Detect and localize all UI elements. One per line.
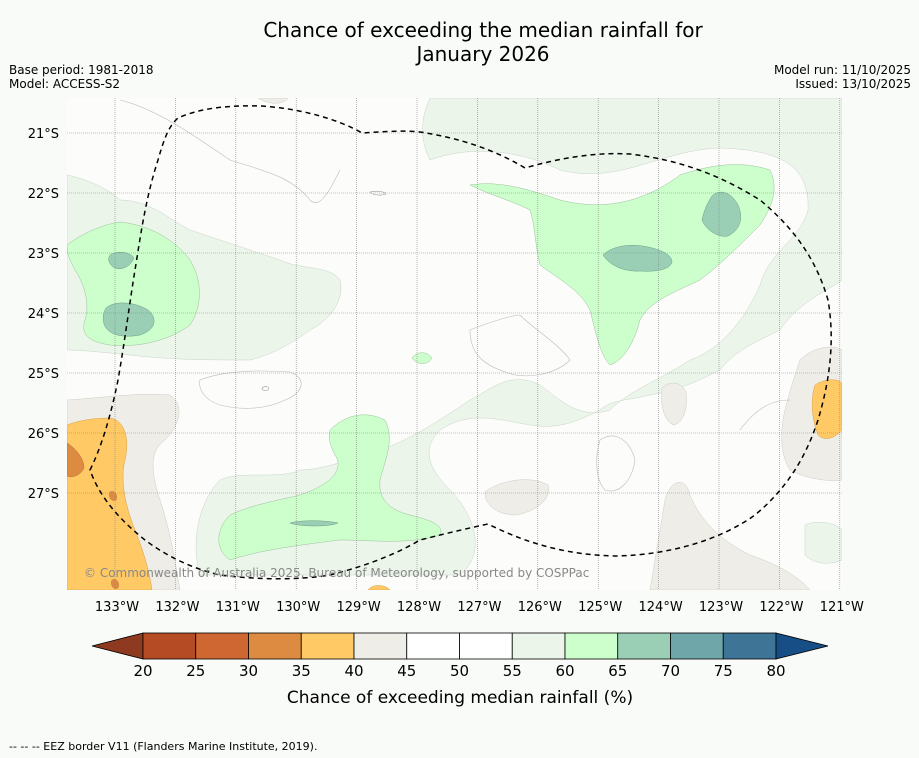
footer-note: -- -- -- EEZ border V11 (Flanders Marine…	[9, 740, 318, 753]
colorbar-swatch	[406, 632, 460, 660]
gridlines	[67, 98, 842, 590]
lat-label: 23°S	[28, 247, 59, 262]
map-plot-area: © Commonwealth of Australia 2025, Bureau…	[67, 98, 842, 590]
colorbar-over-arrow	[775, 632, 829, 660]
colorbar-swatch	[564, 632, 619, 660]
contour-line-g	[261, 386, 269, 391]
contour-line-c	[596, 435, 636, 492]
lon-label: 126°W	[518, 600, 562, 615]
lat-label: 26°S	[28, 427, 59, 442]
contour-40-45-small	[661, 382, 687, 426]
colorbar-swatch	[511, 632, 566, 660]
lat-label: 25°S	[28, 367, 59, 382]
contour-35-40-southwest	[67, 417, 153, 590]
lon-label: 124°W	[639, 600, 683, 615]
contour-65-70-b	[701, 191, 741, 237]
colorbar-swatch	[142, 632, 197, 660]
lon-label: 122°W	[759, 600, 803, 615]
lon-label: 130°W	[276, 600, 320, 615]
lon-label: 133°W	[95, 600, 139, 615]
colorbar-tick-label: 65	[608, 662, 627, 680]
contour-65-70-d	[102, 302, 155, 337]
colorbar-swatch	[722, 632, 777, 660]
lon-label: 128°W	[397, 600, 441, 615]
contour-line-a	[469, 314, 571, 377]
lon-label: 125°W	[578, 600, 622, 615]
meta-left: Base period: 1981-2018 Model: ACCESS-S2	[9, 63, 154, 91]
contour-35-40-east	[811, 379, 842, 439]
model-text: Model: ACCESS-S2	[9, 77, 121, 91]
lat-label: 27°S	[28, 487, 59, 502]
contour-line-b	[199, 370, 302, 409]
colorbar-tick-label: 55	[503, 662, 522, 680]
colorbar-tick-label: 30	[239, 662, 258, 680]
colorbar-swatch	[617, 632, 671, 660]
contour-35-40-south	[367, 585, 391, 590]
model-run-text: Model run: 11/10/2025	[773, 63, 911, 77]
issued-text: Issued: 13/10/2025	[795, 77, 911, 91]
copyright-text: © Commonwealth of Australia 2025, Bureau…	[84, 566, 589, 580]
contour-line-e	[739, 399, 791, 431]
map-title: Chance of exceeding the median rainfall …	[0, 18, 919, 66]
colorbar-tick-label: 20	[133, 662, 152, 680]
meta-right: Model run: 11/10/2025 Issued: 13/10/2025	[774, 63, 911, 91]
base-period-text: Base period: 1981-2018	[9, 63, 154, 77]
contour-line-d	[119, 99, 341, 203]
colorbar-swatch	[195, 632, 249, 660]
colorbar-swatch	[248, 632, 302, 660]
lon-label: 129°W	[337, 600, 381, 615]
colorbar-swatch	[459, 632, 513, 660]
colorbar-tick-label: 25	[186, 662, 205, 680]
colorbar-tick-label: 40	[344, 662, 363, 680]
contour-55-60-southeast	[804, 522, 842, 564]
colorbar-tick-label: 60	[555, 662, 574, 680]
lat-label: 21°S	[28, 127, 59, 142]
colorbar-tick-label: 70	[661, 662, 680, 680]
lon-label: 121°W	[820, 600, 864, 615]
colorbar-tick-label: 50	[450, 662, 469, 680]
latitude-labels: 21°S 22°S 23°S 24°S 25°S 26°S 27°S	[28, 127, 59, 502]
colorbar-tick-label: 80	[766, 662, 785, 680]
colorbar-tick-label: 75	[714, 662, 733, 680]
contour-30-35-a	[67, 442, 85, 477]
contour-65-70-e	[289, 520, 339, 527]
colorbar-swatch	[353, 632, 408, 660]
colorbar-swatch	[670, 632, 724, 660]
map-title-line1: Chance of exceeding the median rainfall …	[263, 18, 703, 42]
contour-40-45-center	[484, 479, 549, 516]
lat-label: 22°S	[28, 187, 59, 202]
longitude-labels: 133°W 132°W 131°W 130°W 129°W 128°W 127°W 126°W…	[95, 600, 864, 615]
contour-60-65-south	[218, 414, 442, 561]
lon-label: 127°W	[457, 600, 501, 615]
lat-label: 24°S	[28, 307, 59, 322]
lon-label: 131°W	[216, 600, 260, 615]
contour-40-45-north	[257, 98, 289, 104]
lon-label: 123°W	[699, 600, 743, 615]
colorbar-swatch	[300, 632, 355, 660]
colorbar-title: Chance of exceeding median rainfall (%)	[287, 688, 633, 708]
colorbar: 20 25 30 35 40 45 50 55 60 65 70 75 80	[91, 632, 829, 680]
contour-65-70-a	[602, 245, 673, 272]
colorbar-under-arrow	[91, 632, 144, 660]
lon-label: 132°W	[155, 600, 199, 615]
contour-line-f	[369, 190, 387, 196]
contour-40-45-south-east	[649, 482, 811, 590]
eez-border	[89, 105, 832, 580]
map-title-line2: January 2026	[416, 42, 550, 66]
colorbar-tick-label: 45	[397, 662, 416, 680]
colorbar-tick-label: 35	[292, 662, 311, 680]
